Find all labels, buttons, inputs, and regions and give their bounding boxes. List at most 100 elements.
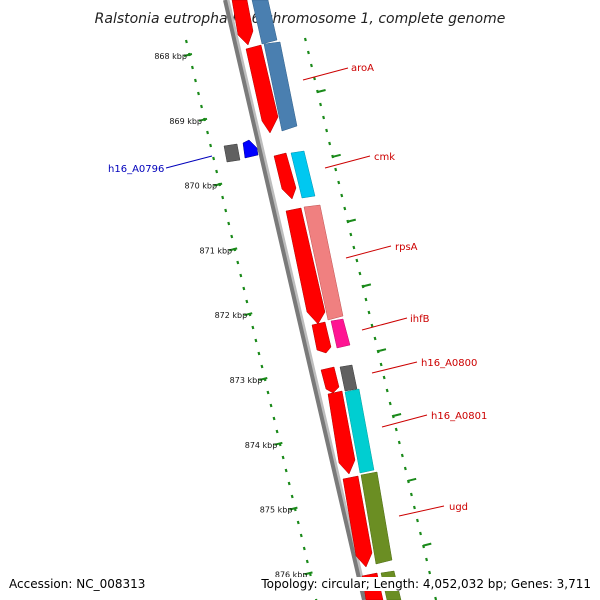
scale-dot (275, 429, 279, 434)
scale-dot (221, 195, 225, 200)
label-h16_A0796[interactable]: h16_A0796 (108, 164, 164, 175)
ring-dot (349, 232, 353, 237)
ring-dot (319, 102, 323, 107)
scale-dot (272, 416, 276, 421)
label-rpsA[interactable]: rpsA (395, 242, 418, 253)
cds-arrow-ihfB[interactable] (311, 321, 332, 354)
scale-dot (305, 559, 309, 564)
cds-arrow-ugd[interactable] (342, 475, 373, 568)
ring-dot (337, 180, 341, 185)
scale-dot (194, 78, 197, 83)
ring-dot (306, 50, 310, 55)
scale-dot (197, 91, 200, 96)
leader-ihfB (361, 317, 408, 331)
scale-label: 872 kbp (215, 311, 248, 320)
label-ihfB[interactable]: ihfB (410, 314, 430, 325)
scale-dot (266, 390, 270, 395)
feature-h16_A0801[interactable] (344, 388, 375, 474)
ring-dot (388, 401, 392, 406)
feature-cmk[interactable] (290, 150, 316, 199)
feature-ihfB[interactable] (330, 318, 351, 349)
scale-label: 870 kbp (184, 182, 217, 191)
leader-aroA (302, 67, 349, 81)
label-h16_A0801[interactable]: h16_A0801 (431, 411, 487, 422)
ring-dot (419, 531, 422, 536)
ring-major-tick (392, 413, 402, 417)
scale-dot (281, 455, 285, 460)
gene-ihfB[interactable] (311, 318, 351, 354)
label-h16_A0800[interactable]: h16_A0800 (421, 358, 477, 369)
feature-top-colored[interactable] (251, 0, 278, 45)
scale-major-tick (274, 441, 283, 446)
feature-h16_A0796-gray[interactable] (223, 143, 241, 163)
scale-dot (284, 468, 288, 473)
leader-ugd (398, 505, 445, 517)
scale-dot (290, 494, 294, 499)
scale-dot (254, 338, 258, 343)
gene-cmk[interactable] (273, 150, 316, 200)
gene-aroA[interactable] (245, 41, 298, 134)
feature-h16_A0800[interactable] (339, 364, 358, 392)
scale-major-tick (243, 312, 253, 317)
scale-dot (230, 234, 234, 239)
scale-dot (227, 221, 231, 226)
label-ugd[interactable]: ugd (449, 502, 468, 513)
cds-arrow-aroA[interactable] (245, 44, 279, 134)
scale-dot (251, 325, 255, 330)
scale-label: 876 kbp (275, 570, 308, 579)
scale-dot (209, 143, 213, 148)
ring-dot (309, 63, 313, 68)
scale-dot (269, 403, 273, 408)
cds-arrow-rpsA[interactable] (285, 207, 326, 325)
scale-dot (215, 169, 219, 174)
ring-dot (412, 505, 416, 510)
label-aroA[interactable]: aroA (351, 63, 374, 74)
map-title: Ralstonia eutropha H16 chromosome 1, com… (95, 11, 506, 27)
ring-major-tick (377, 348, 387, 353)
scale-label: 869 kbp (169, 117, 202, 126)
feature-aroA[interactable] (263, 41, 298, 132)
ring-dot (358, 271, 362, 276)
leader-h16_A0800 (371, 361, 418, 374)
scale-label: 874 kbp (245, 441, 278, 450)
scale-dot (299, 533, 303, 538)
chromosome-backbone (223, 0, 366, 600)
ring-dot (334, 167, 338, 172)
gene-h16_A0801[interactable] (327, 388, 375, 475)
ring-dot (403, 466, 407, 471)
cds-arrow-top[interactable] (231, 0, 254, 46)
scale-dot (224, 208, 228, 213)
scale-dot (287, 481, 291, 486)
scale-dot (296, 520, 300, 525)
leader-h16_A0796 (165, 155, 213, 169)
leader-cmk (324, 155, 371, 169)
topology-text: Topology: circular; Length: 4,052,032 bp… (261, 577, 591, 591)
scale-major-tick (228, 247, 238, 252)
ring-dot (322, 115, 326, 120)
ring-dot (425, 557, 429, 562)
gene-h16_A0796[interactable] (223, 139, 259, 163)
feature-ugd[interactable] (360, 471, 393, 565)
ring-dot (364, 297, 368, 302)
ring-dot (343, 206, 347, 211)
label-cmk[interactable]: cmk (374, 152, 395, 163)
ring-dot (328, 141, 332, 146)
cds-arrow-h16_A0801[interactable] (327, 390, 356, 475)
feature-rpsA[interactable] (303, 204, 344, 321)
gene-ugd[interactable] (342, 471, 393, 568)
ring-dot (367, 310, 371, 315)
cds-arrow-h16_A0796[interactable] (242, 139, 259, 159)
ring-dot (373, 336, 377, 341)
cds-arrow-h16_A0800[interactable] (320, 366, 340, 394)
cds-arrow-cmk[interactable] (273, 152, 297, 200)
scale-dot (190, 65, 194, 70)
gene-block-top[interactable] (231, 0, 278, 46)
scale-dot (236, 260, 240, 265)
gene-rpsA[interactable] (285, 204, 344, 325)
gene-h16_A0800[interactable] (320, 364, 358, 394)
scale-major-tick (213, 182, 223, 187)
scale-label: 871 kbp (200, 246, 233, 255)
scale-dot (302, 546, 306, 551)
ring-dot (340, 193, 344, 198)
scale-dot (200, 104, 203, 109)
